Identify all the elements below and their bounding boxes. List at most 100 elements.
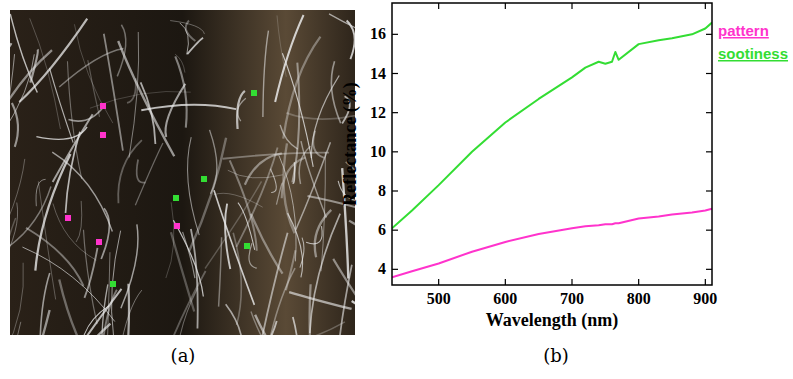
- y-tick: [706, 190, 712, 191]
- scratch: [52, 152, 112, 231]
- scratch: [333, 259, 355, 308]
- y-tick: [706, 269, 712, 270]
- y-tick-label: 16: [370, 25, 386, 42]
- x-tick: [705, 279, 706, 285]
- y-tick: [706, 151, 712, 152]
- plot-frame: [392, 3, 712, 285]
- y-tick: [392, 269, 398, 270]
- x-tick-label: 600: [493, 290, 517, 307]
- scratch: [10, 322, 21, 335]
- scratch: [135, 143, 163, 205]
- scratch: [10, 263, 24, 335]
- x-tick: [571, 279, 572, 285]
- x-tick-label: 800: [627, 290, 651, 307]
- figure: (a)50060070080090046810121416Wavelength …: [0, 0, 793, 379]
- scratch: [176, 288, 198, 335]
- scratch: [19, 310, 50, 335]
- sample-point: [65, 215, 71, 221]
- y-tick-label: 8: [378, 182, 386, 199]
- scratch: [76, 201, 82, 242]
- sample-point: [100, 103, 106, 109]
- scratch: [12, 103, 18, 147]
- x-tick: [505, 279, 506, 285]
- scratch: [90, 91, 191, 108]
- scratch: [36, 127, 87, 139]
- axes: 50060070080090046810121416: [370, 3, 717, 307]
- scratch: [352, 301, 355, 335]
- scratch: [53, 114, 93, 182]
- x-tick-label: 700: [560, 290, 584, 307]
- sample-point: [173, 195, 179, 201]
- sample-point: [201, 176, 207, 182]
- x-tick-label: 900: [693, 290, 717, 307]
- scratch: [36, 179, 46, 206]
- scratch: [68, 106, 104, 121]
- y-tick: [706, 73, 712, 74]
- panel-label: (a): [171, 345, 196, 366]
- scratch: [50, 324, 110, 335]
- x-tick: [505, 3, 506, 9]
- scratch: [83, 230, 97, 324]
- scratch: [119, 290, 142, 335]
- scratch: [22, 247, 114, 321]
- scratch: [137, 160, 146, 183]
- scratch: [188, 137, 200, 235]
- scratch: [270, 169, 276, 193]
- scratch: [26, 228, 84, 286]
- scratch: [293, 317, 299, 335]
- y-tick-label: 10: [370, 143, 386, 160]
- scratch: [288, 213, 303, 277]
- legend: patternsootiness: [718, 22, 788, 62]
- legend-entry: pattern: [718, 22, 769, 39]
- x-tick: [571, 3, 572, 9]
- scratch: [10, 50, 52, 127]
- x-tick: [438, 279, 439, 285]
- y-tick: [392, 190, 398, 191]
- y-tick: [392, 230, 398, 231]
- y-tick-label: 14: [370, 65, 386, 82]
- sample-point: [251, 90, 257, 96]
- scratch: [118, 41, 174, 156]
- scratch: [263, 31, 269, 117]
- scratch: [245, 153, 282, 184]
- scratch: [210, 130, 217, 194]
- y-tick: [392, 73, 398, 74]
- photo: [10, 10, 355, 335]
- sample-point: [110, 281, 116, 287]
- scratch: [10, 203, 18, 267]
- sample-point: [96, 239, 102, 245]
- x-tick: [438, 3, 439, 9]
- x-tick-label: 500: [427, 290, 451, 307]
- scratch: [292, 63, 299, 183]
- y-tick-label: 6: [378, 221, 386, 238]
- scratch: [19, 19, 87, 102]
- sample-point: [100, 132, 106, 138]
- scratch: [59, 280, 99, 335]
- scratch: [189, 138, 226, 251]
- scratch: [214, 190, 254, 305]
- scratch: [237, 91, 245, 129]
- scratch: [226, 304, 243, 335]
- scratch: [280, 125, 298, 149]
- scratch: [311, 76, 339, 158]
- scratch: [10, 54, 15, 163]
- y-axis-label: Reflectance (%): [340, 82, 361, 205]
- y-tick-label: 4: [378, 260, 386, 277]
- scratch: [30, 49, 37, 82]
- scratch: [38, 181, 55, 299]
- scratch: [74, 24, 112, 123]
- series-line: [392, 209, 712, 278]
- scratch: [238, 203, 255, 250]
- scratch: [306, 226, 322, 244]
- scratch: [123, 284, 129, 335]
- x-axis-label: Wavelength (nm): [486, 310, 619, 331]
- scratch: [35, 154, 70, 271]
- y-tick: [706, 112, 712, 113]
- scratch: [141, 82, 156, 144]
- scratch: [258, 233, 288, 335]
- scratch: [104, 34, 123, 151]
- series-group: [392, 23, 712, 278]
- y-tick: [392, 151, 398, 152]
- scratch: [289, 292, 351, 309]
- scratch: [171, 232, 194, 311]
